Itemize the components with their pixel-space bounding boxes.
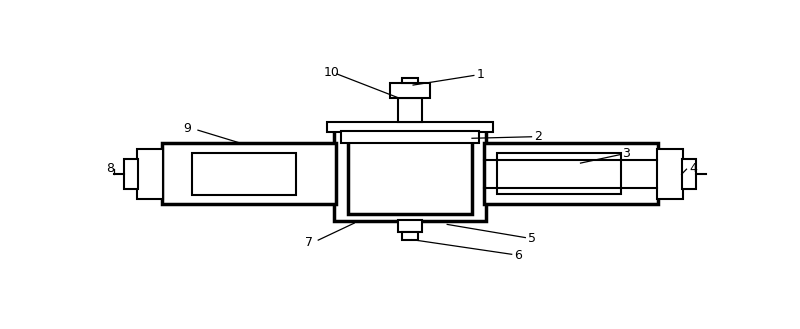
Bar	[327, 122, 493, 132]
Bar	[348, 135, 472, 214]
Text: 6: 6	[514, 249, 522, 262]
Text: 10: 10	[323, 66, 339, 79]
Bar	[657, 149, 683, 199]
Bar	[398, 98, 422, 122]
Bar	[402, 79, 418, 83]
Bar	[682, 159, 697, 190]
Bar	[162, 143, 336, 204]
Text: 9: 9	[184, 122, 191, 135]
Text: 2: 2	[534, 130, 542, 143]
Bar	[390, 83, 430, 98]
Bar	[341, 131, 479, 143]
Bar	[138, 149, 163, 199]
Text: 4: 4	[689, 162, 697, 175]
Bar	[402, 232, 418, 240]
Bar	[334, 128, 486, 221]
Text: 8: 8	[106, 162, 114, 175]
Bar	[497, 153, 621, 194]
Bar	[123, 159, 138, 190]
Text: 3: 3	[622, 147, 630, 161]
Bar	[398, 220, 422, 232]
Text: 5: 5	[528, 232, 536, 245]
Text: 1: 1	[477, 68, 485, 81]
Text: 7: 7	[305, 236, 313, 249]
Bar	[485, 143, 658, 204]
Bar	[192, 153, 296, 195]
